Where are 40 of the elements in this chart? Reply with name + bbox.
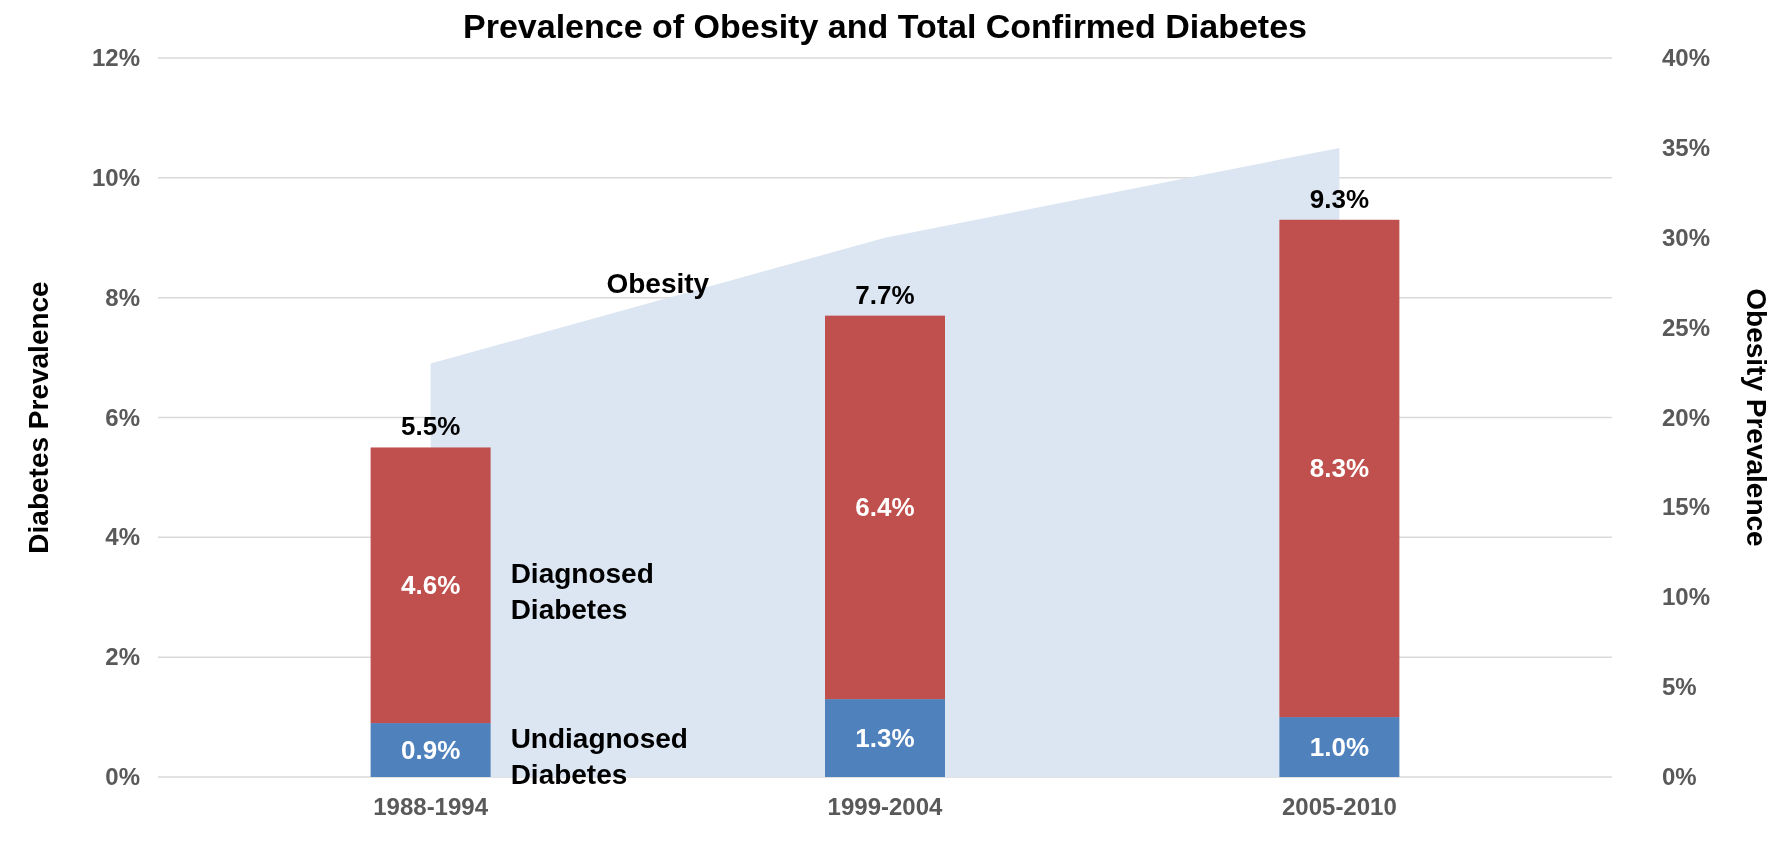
y-tick-label: 4% (105, 523, 140, 551)
y2-axis-title: Obesity Prevalence (1741, 288, 1772, 547)
x-tick-label: 1988-1994 (373, 793, 489, 820)
x-tick-label: 1999-2004 (827, 793, 944, 820)
y2-tick-label: 35% (1662, 133, 1711, 161)
bar (1279, 717, 1400, 777)
bar (370, 447, 491, 724)
y2-tick-label: 15% (1662, 493, 1711, 521)
data-label: 1.0% (1309, 732, 1370, 763)
data-label: 8.3% (1309, 453, 1370, 484)
data-label: 1.3% (855, 723, 915, 754)
total-label: 5.5% (400, 411, 461, 442)
chart-title: Prevalence of Obesity and Total Confirmed Diabetes (463, 7, 1307, 45)
series-label: Obesity (606, 267, 710, 299)
y-tick-label: 6% (105, 403, 140, 431)
y2-tick-label: 5% (1662, 673, 1697, 701)
bar (370, 723, 491, 777)
y2-tick-label: 20% (1662, 403, 1711, 431)
y-tick-label: 8% (105, 283, 140, 311)
y-tick-label: 12% (91, 44, 140, 71)
y2-tick-label: 25% (1662, 313, 1711, 341)
bar (825, 699, 945, 777)
y-tick-label: 0% (105, 763, 140, 790)
total-label: 9.3% (1309, 183, 1370, 214)
bar (825, 315, 945, 700)
y2-tick-label: 40% (1662, 44, 1711, 71)
data-label: 0.9% (400, 735, 461, 766)
y2-tick-label: 0% (1662, 763, 1697, 790)
total-label: 7.7% (855, 279, 915, 310)
series-label: Diagnosed Diabetes (510, 558, 654, 626)
series-label: Undiagnosed Diabetes (510, 723, 688, 791)
data-label: 6.4% (855, 492, 915, 523)
y2-tick-label: 10% (1662, 583, 1711, 611)
data-label: 4.6% (400, 570, 461, 601)
bar (1279, 219, 1400, 718)
y2-tick-label: 30% (1662, 223, 1711, 251)
x-tick-label: 2005-2010 (1281, 793, 1397, 820)
y-tick-label: 10% (91, 163, 140, 191)
y-axis-title: Diabetes Prevalence (23, 281, 54, 554)
y-tick-label: 2% (105, 643, 140, 671)
